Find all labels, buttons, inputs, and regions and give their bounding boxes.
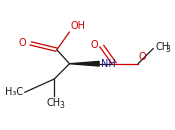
Text: O: O [19,38,26,48]
Text: O: O [91,40,99,50]
Text: CH: CH [155,42,169,52]
Text: CH: CH [46,98,61,108]
Text: 3: 3 [59,101,64,110]
Text: NH: NH [101,59,116,69]
Text: OH: OH [70,21,85,31]
Text: O: O [139,53,146,62]
Text: H₃C: H₃C [5,87,23,97]
Text: 3: 3 [165,45,170,54]
Polygon shape [69,61,99,66]
